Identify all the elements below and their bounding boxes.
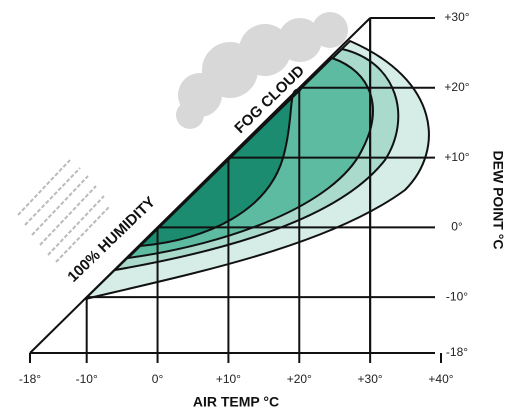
y-tick-label: +30°	[444, 10, 469, 24]
cloud	[176, 12, 348, 129]
x-tick-label: +20°	[287, 372, 312, 386]
x-tick-label: 0°	[152, 372, 164, 386]
y-tick-label: +20°	[444, 80, 469, 94]
x-axis-label: AIR TEMP °C	[193, 394, 279, 410]
x-tick-label: +10°	[216, 372, 241, 386]
x-tick-label: -18°	[19, 372, 41, 386]
x-tick-label: -10°	[76, 372, 98, 386]
y-tick-label: -10°	[446, 289, 468, 303]
y-tick-label: +10°	[444, 150, 469, 164]
y-tick-label: -18°	[446, 345, 468, 359]
rain	[17, 159, 111, 263]
y-axis-label: DEW POINT °C	[490, 151, 506, 250]
x-tick-label: +30°	[358, 372, 383, 386]
x-tick-label: +40°	[428, 372, 453, 386]
y-tick-label: 0°	[451, 220, 463, 234]
